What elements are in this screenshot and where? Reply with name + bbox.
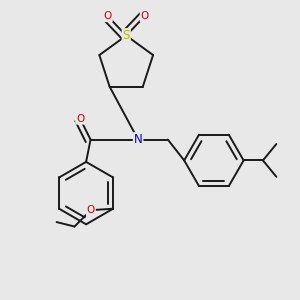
Text: S: S xyxy=(122,29,130,42)
Text: O: O xyxy=(140,11,149,21)
Text: O: O xyxy=(104,11,112,21)
Text: N: N xyxy=(134,133,142,146)
Text: O: O xyxy=(87,205,95,215)
Text: O: O xyxy=(76,114,84,124)
